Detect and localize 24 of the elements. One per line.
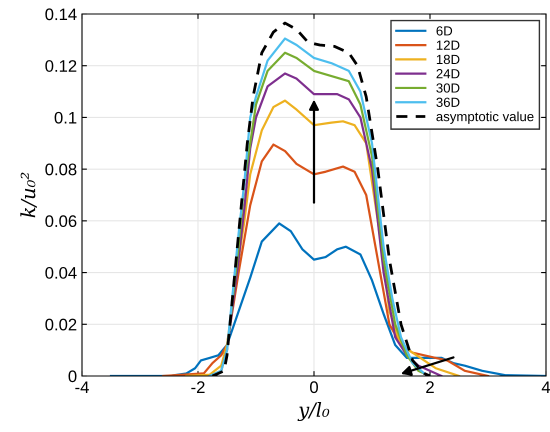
y-tick-label: 0.04 (45, 266, 77, 279)
legend-label: 24D (436, 69, 460, 78)
y-tick-label: 0.06 (45, 215, 76, 228)
legend-label: 18D (436, 54, 460, 64)
legend-label: 6D (436, 26, 452, 36)
x-axis-title: y/l₀ (298, 402, 330, 422)
x-tick-label: 4 (542, 381, 550, 393)
y-tick-label: 0.12 (45, 60, 76, 72)
y-tick-label: 0.14 (45, 8, 77, 20)
line-series (162, 143, 490, 376)
x-tick-label: 0 (310, 381, 318, 394)
y-axis-title: k/u₀² (20, 172, 37, 218)
legend-label: 12D (436, 40, 460, 50)
legend-label: 30D (436, 83, 460, 93)
y-tick-label: 0.1 (54, 112, 76, 124)
x-tick-label: -2 (191, 381, 205, 393)
y-tick-label: 0.02 (45, 318, 76, 330)
legend-label: asymptotic value (436, 112, 534, 124)
line-series (110, 222, 546, 376)
y-tick-label: 0.08 (45, 164, 76, 176)
legend-label: 36D (436, 98, 460, 107)
x-tick-label: -4 (75, 381, 89, 393)
y-tick-label: 0 (68, 370, 76, 382)
x-tick-label: 2 (426, 381, 434, 393)
